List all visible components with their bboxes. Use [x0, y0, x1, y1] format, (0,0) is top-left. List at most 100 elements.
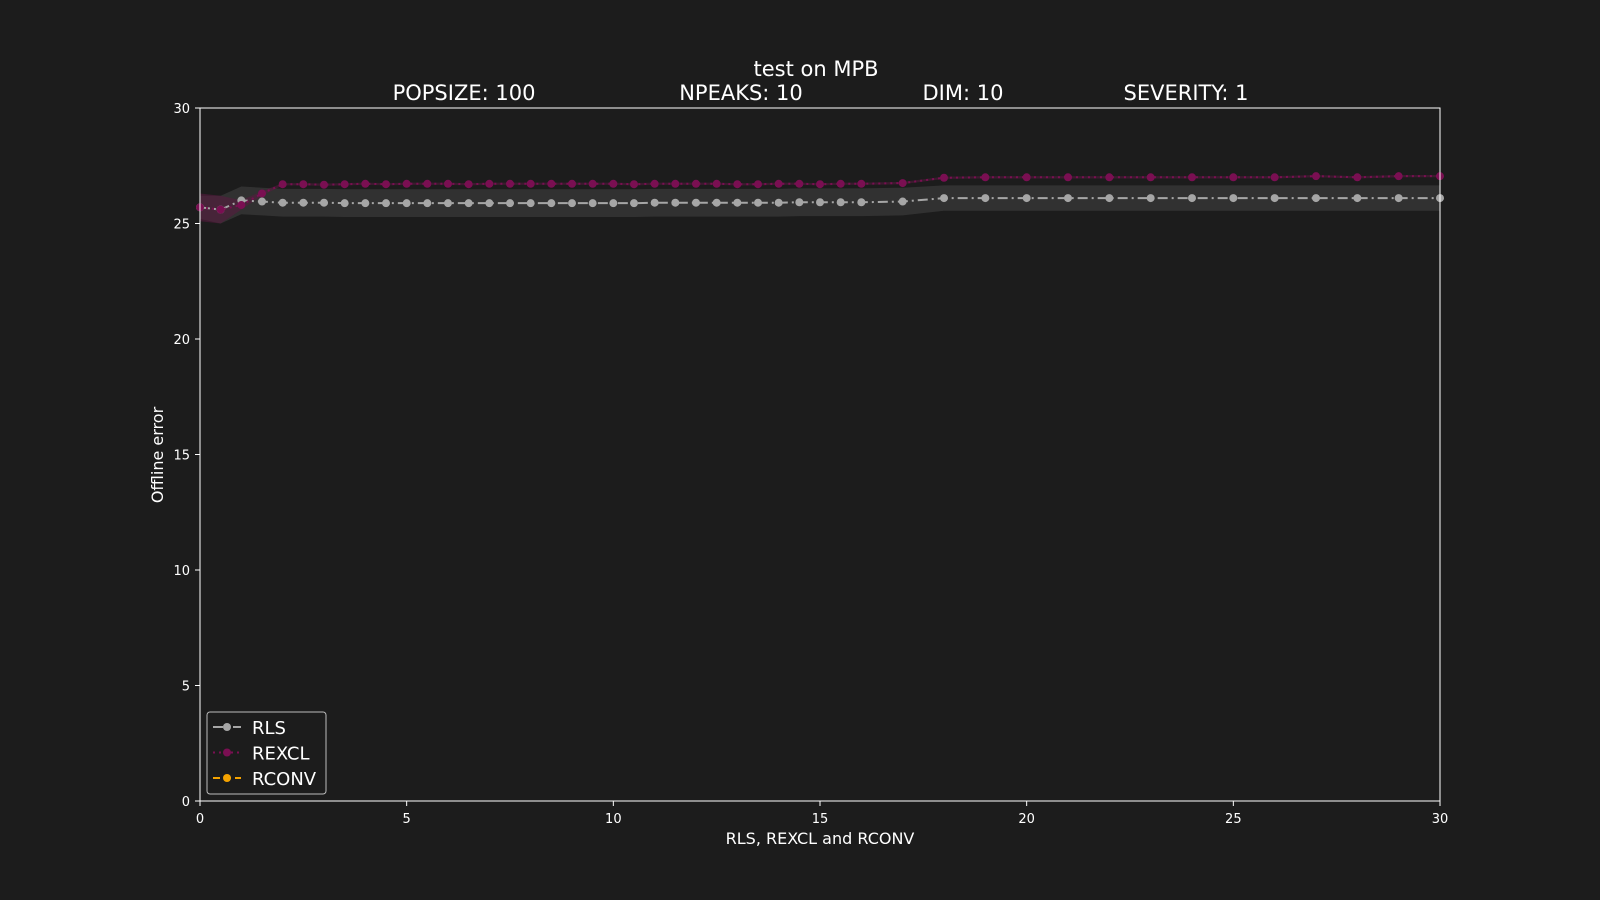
rls-point — [464, 199, 473, 208]
rls-point — [1312, 194, 1320, 203]
rls-point — [898, 197, 907, 206]
rexcl-point — [692, 179, 700, 188]
rls-point — [733, 198, 742, 207]
x-tick-label: 25 — [1225, 812, 1242, 827]
subtitle-severity: SEVERITY: 1 — [1124, 81, 1249, 105]
legend-marker-rls — [223, 723, 231, 731]
x-tick-label: 10 — [605, 812, 622, 827]
rls-point — [1394, 194, 1403, 203]
rls-point — [940, 194, 948, 203]
rexcl-point — [526, 179, 535, 188]
y-tick-label: 0 — [182, 795, 190, 810]
rexcl-point — [940, 173, 948, 182]
rexcl-point — [299, 180, 308, 189]
rexcl-point — [258, 189, 266, 198]
y-axis-label: Offline error — [148, 406, 167, 503]
rls-point — [671, 198, 680, 207]
x-tick-label: 30 — [1432, 812, 1449, 827]
rexcl-point — [1146, 173, 1155, 182]
y-tick-label: 30 — [173, 102, 190, 117]
rls-point — [361, 199, 370, 208]
chart-title: test on MPB — [753, 57, 878, 81]
rls-point — [857, 198, 866, 207]
rexcl-point — [1270, 173, 1279, 182]
rls-point — [1146, 194, 1155, 203]
rexcl-point — [898, 179, 907, 188]
rls-point — [423, 199, 432, 208]
rls-point — [754, 198, 762, 207]
rls-point — [444, 199, 452, 208]
rexcl-point — [1064, 173, 1072, 182]
rls-point — [506, 199, 514, 208]
rexcl-point — [754, 180, 762, 189]
y-axis-ticks: 0 5 10 15 20 25 30 — [173, 102, 200, 810]
subtitle-popsize: POPSIZE: 100 — [393, 81, 536, 105]
rls-point — [568, 199, 576, 208]
y-tick-label: 15 — [173, 449, 190, 464]
x-axis-label: RLS, REXCL and RCONV — [726, 829, 915, 848]
rexcl-point — [1022, 173, 1031, 182]
rexcl-point — [1353, 173, 1362, 182]
rls-point — [795, 198, 804, 207]
rls-point — [588, 199, 597, 208]
rexcl-point — [609, 179, 618, 188]
rls-point — [547, 199, 556, 208]
rls-point — [402, 199, 411, 208]
x-tick-label: 20 — [1018, 812, 1035, 827]
rexcl-point — [506, 179, 514, 188]
legend: RLS REXCL RCONV — [206, 711, 327, 795]
rexcl-point — [630, 180, 638, 189]
rls-point — [981, 194, 990, 203]
rexcl-point — [568, 179, 576, 188]
rexcl-point — [547, 179, 556, 188]
rexcl-point — [402, 179, 411, 188]
rexcl-point — [774, 179, 783, 188]
rexcl-point — [237, 201, 246, 210]
rexcl-point — [836, 179, 845, 188]
rexcl-point — [361, 179, 370, 188]
x-tick-label: 0 — [196, 812, 204, 827]
rls-point — [1022, 194, 1031, 203]
rls-point — [1105, 194, 1114, 203]
rexcl-point — [712, 179, 721, 188]
rexcl-point — [671, 179, 680, 188]
rls-line — [199, 197, 1440, 211]
y-tick-label: 25 — [173, 218, 190, 233]
y-tick-label: 20 — [173, 333, 190, 348]
rls-point — [382, 199, 390, 208]
rexcl-point — [382, 180, 390, 189]
rexcl-point — [733, 180, 742, 189]
rls-point — [650, 198, 659, 207]
rexcl-point — [981, 173, 990, 182]
rexcl-point — [1312, 172, 1320, 181]
subtitle-dim: DIM: 10 — [923, 81, 1004, 105]
rls-point — [1064, 194, 1072, 203]
rls-point — [1270, 194, 1279, 203]
legend-label-rconv: RCONV — [252, 769, 317, 790]
legend-box — [206, 711, 327, 795]
rls-point — [320, 198, 328, 207]
legend-marker-rconv — [223, 774, 231, 782]
rls-point — [258, 197, 266, 206]
rls-point — [692, 198, 700, 207]
legend-label-rls: RLS — [252, 718, 286, 739]
rexcl-point — [1394, 172, 1403, 181]
rexcl-point — [795, 179, 804, 188]
rexcl-point — [1229, 173, 1238, 182]
legend-marker-rexcl — [223, 748, 231, 757]
y-tick-label: 10 — [173, 564, 190, 579]
subtitle-npeaks: NPEAKS: 10 — [679, 81, 803, 105]
series-markers — [196, 172, 1444, 214]
rexcl-point — [464, 180, 473, 189]
rexcl-point — [423, 179, 432, 188]
rls-point — [630, 199, 638, 208]
rls-point — [836, 198, 845, 207]
rls-point — [774, 198, 783, 207]
rexcl-point — [650, 179, 659, 188]
x-tick-label: 5 — [403, 812, 411, 827]
rls-point — [1353, 194, 1362, 203]
rexcl-point — [588, 179, 597, 188]
x-tick-label: 15 — [812, 812, 829, 827]
rexcl-point — [444, 179, 452, 188]
